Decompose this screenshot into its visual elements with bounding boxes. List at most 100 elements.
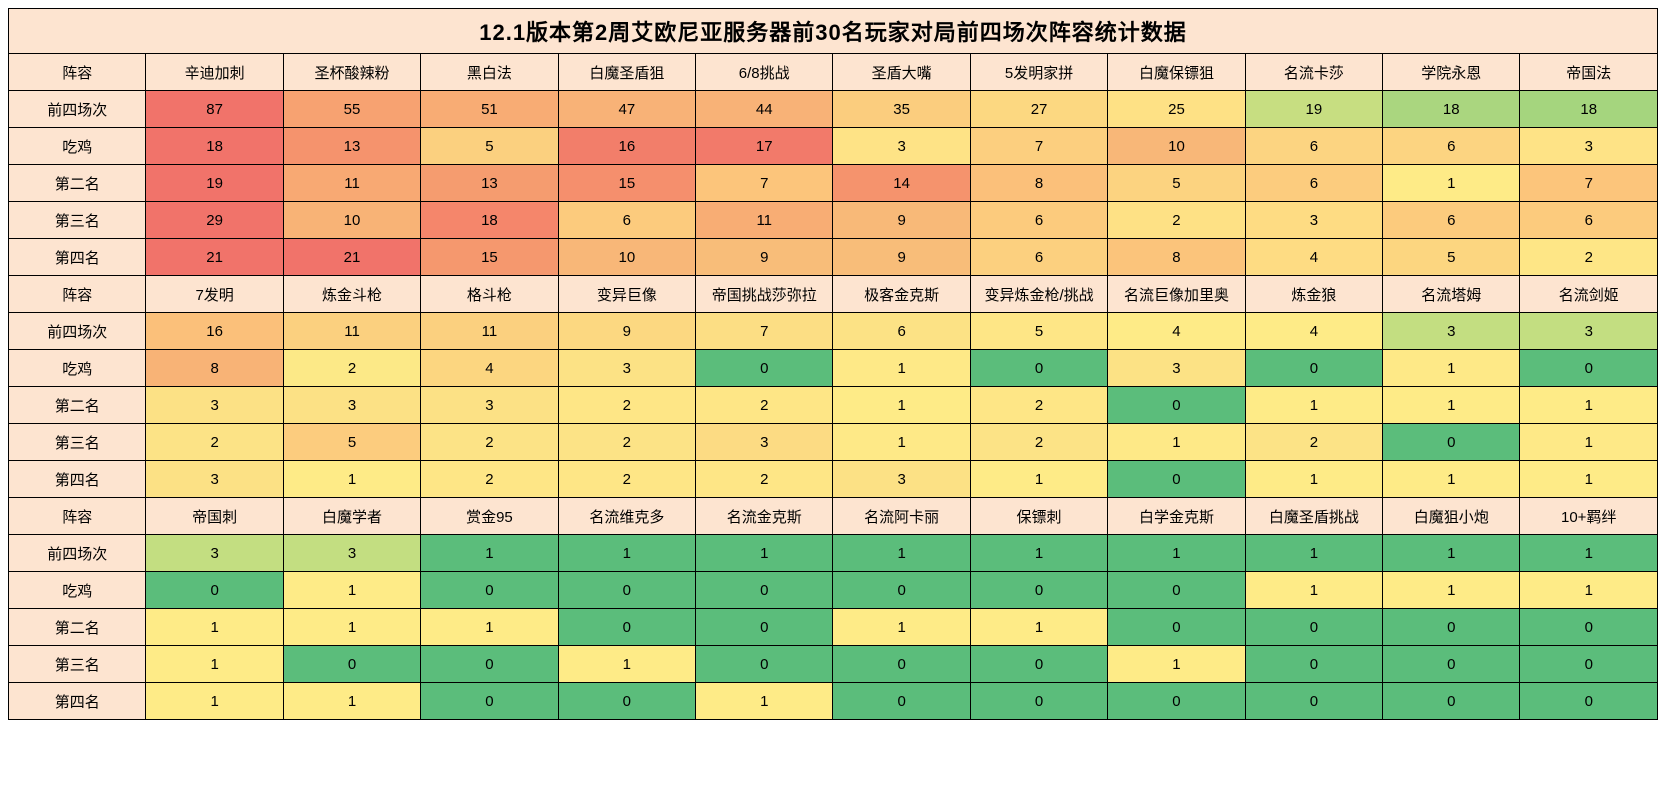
comp-header: 白学金克斯 — [1108, 498, 1245, 535]
row-label-comp: 阵容 — [9, 276, 146, 313]
data-cell: 47 — [558, 91, 695, 128]
data-cell: 19 — [1245, 91, 1382, 128]
data-cell: 0 — [1245, 646, 1382, 683]
data-cell: 2 — [696, 387, 833, 424]
data-cell: 1 — [1383, 350, 1520, 387]
comp-header: 白魔圣盾狙 — [558, 54, 695, 91]
data-cell: 1 — [1520, 387, 1658, 424]
data-cell: 0 — [833, 646, 970, 683]
row-label: 吃鸡 — [9, 572, 146, 609]
data-cell: 1 — [1383, 165, 1520, 202]
data-cell: 0 — [1383, 609, 1520, 646]
data-cell: 3 — [283, 535, 420, 572]
data-cell: 3 — [1245, 202, 1382, 239]
data-cell: 6 — [1520, 202, 1658, 239]
data-cell: 55 — [283, 91, 420, 128]
data-cell: 0 — [1383, 683, 1520, 720]
data-cell: 1 — [1383, 387, 1520, 424]
data-cell: 1 — [283, 609, 420, 646]
data-cell: 6 — [1383, 128, 1520, 165]
data-cell: 2 — [1520, 239, 1658, 276]
data-cell: 0 — [970, 572, 1107, 609]
row-label: 第四名 — [9, 239, 146, 276]
row-label: 第二名 — [9, 387, 146, 424]
data-cell: 29 — [146, 202, 283, 239]
data-cell: 3 — [833, 461, 970, 498]
data-cell: 1 — [970, 535, 1107, 572]
data-cell: 18 — [1383, 91, 1520, 128]
data-cell: 0 — [421, 683, 558, 720]
data-cell: 1 — [421, 609, 558, 646]
comp-header: 白魔圣盾挑战 — [1245, 498, 1382, 535]
data-cell: 6 — [1245, 128, 1382, 165]
row-label: 第四名 — [9, 461, 146, 498]
data-cell: 5 — [970, 313, 1107, 350]
data-cell: 11 — [696, 202, 833, 239]
comp-header: 白魔狙小炮 — [1383, 498, 1520, 535]
data-cell: 7 — [696, 165, 833, 202]
data-cell: 0 — [1108, 683, 1245, 720]
data-cell: 19 — [146, 165, 283, 202]
data-cell: 6 — [833, 313, 970, 350]
data-cell: 0 — [1108, 461, 1245, 498]
data-cell: 1 — [558, 646, 695, 683]
data-cell: 0 — [558, 572, 695, 609]
row-label: 第三名 — [9, 202, 146, 239]
data-cell: 1 — [970, 609, 1107, 646]
data-cell: 1 — [1520, 535, 1658, 572]
data-cell: 18 — [421, 202, 558, 239]
data-cell: 4 — [1108, 313, 1245, 350]
data-cell: 0 — [1108, 572, 1245, 609]
comp-header: 名流巨像加里奥 — [1108, 276, 1245, 313]
data-cell: 1 — [1245, 572, 1382, 609]
data-cell: 1 — [1108, 424, 1245, 461]
comp-header: 辛迪加刺 — [146, 54, 283, 91]
data-cell: 1 — [1520, 461, 1658, 498]
comp-header: 极客金克斯 — [833, 276, 970, 313]
row-label: 第二名 — [9, 165, 146, 202]
data-cell: 7 — [1520, 165, 1658, 202]
data-cell: 0 — [970, 683, 1107, 720]
data-cell: 2 — [970, 424, 1107, 461]
data-cell: 1 — [1245, 387, 1382, 424]
data-cell: 2 — [1108, 202, 1245, 239]
data-cell: 87 — [146, 91, 283, 128]
data-cell: 3 — [1108, 350, 1245, 387]
data-cell: 5 — [283, 424, 420, 461]
data-cell: 3 — [146, 535, 283, 572]
data-cell: 1 — [146, 609, 283, 646]
data-cell: 3 — [421, 387, 558, 424]
data-cell: 44 — [696, 91, 833, 128]
data-cell: 2 — [970, 387, 1107, 424]
row-label: 第二名 — [9, 609, 146, 646]
comp-header: 白魔保镖狙 — [1108, 54, 1245, 91]
data-cell: 1 — [146, 646, 283, 683]
data-cell: 10 — [283, 202, 420, 239]
data-cell: 16 — [146, 313, 283, 350]
data-cell: 11 — [421, 313, 558, 350]
comp-header: 名流金克斯 — [696, 498, 833, 535]
data-cell: 1 — [1245, 535, 1382, 572]
comp-header: 白魔学者 — [283, 498, 420, 535]
table-title: 12.1版本第2周艾欧尼亚服务器前30名玩家对局前四场次阵容统计数据 — [9, 9, 1658, 54]
comp-header: 7发明 — [146, 276, 283, 313]
comp-header: 名流剑姬 — [1520, 276, 1658, 313]
data-cell: 0 — [558, 683, 695, 720]
data-cell: 0 — [970, 350, 1107, 387]
comp-header: 6/8挑战 — [696, 54, 833, 91]
comp-header: 10+羁绊 — [1520, 498, 1658, 535]
row-label: 前四场次 — [9, 313, 146, 350]
data-cell: 3 — [1520, 313, 1658, 350]
comp-header: 学院永恩 — [1383, 54, 1520, 91]
row-label: 第三名 — [9, 424, 146, 461]
data-cell: 11 — [283, 313, 420, 350]
data-cell: 3 — [558, 350, 695, 387]
data-cell: 1 — [833, 535, 970, 572]
data-cell: 5 — [1108, 165, 1245, 202]
data-cell: 0 — [833, 683, 970, 720]
data-cell: 1 — [1383, 461, 1520, 498]
comp-header: 帝国挑战莎弥拉 — [696, 276, 833, 313]
data-cell: 3 — [283, 387, 420, 424]
data-cell: 1 — [833, 387, 970, 424]
data-cell: 0 — [1245, 683, 1382, 720]
